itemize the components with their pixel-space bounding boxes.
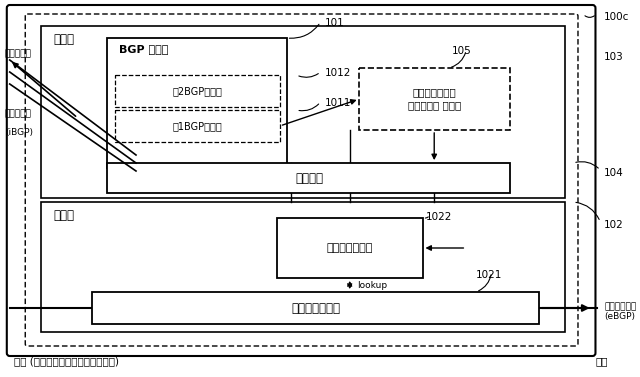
Bar	[115, 75, 280, 107]
Bar	[41, 202, 565, 332]
Text: 内側 (オープンフローネットワーク): 内側 (オープンフローネットワーク)	[13, 356, 118, 366]
Text: 制御装置へ: 制御装置へ	[5, 109, 32, 118]
Bar	[41, 26, 565, 198]
Text: カーネル: カーネル	[295, 172, 323, 184]
Text: 103: 103	[604, 52, 624, 62]
Bar	[92, 292, 539, 324]
Text: 102: 102	[604, 220, 624, 230]
Text: フローテーブル: フローテーブル	[326, 243, 373, 253]
Text: 105: 105	[452, 46, 472, 56]
Text: lookup: lookup	[358, 280, 388, 290]
Text: 第1BGP処理部: 第1BGP処理部	[172, 121, 222, 131]
Text: 1022: 1022	[426, 212, 452, 222]
Text: 1012: 1012	[324, 68, 351, 78]
Text: パケット処理部: パケット処理部	[291, 302, 340, 314]
Bar	[115, 110, 280, 142]
Text: 外側: 外側	[596, 356, 608, 366]
Bar	[107, 38, 287, 168]
Bar	[107, 163, 510, 193]
Text: BGP 処理部: BGP 処理部	[118, 44, 168, 54]
Text: 制御装置へ: 制御装置へ	[5, 49, 32, 58]
FancyBboxPatch shape	[25, 14, 578, 346]
Text: 第2BGP処理部: 第2BGP処理部	[172, 86, 222, 96]
Text: 101: 101	[324, 18, 344, 28]
Text: 100c: 100c	[604, 12, 630, 22]
FancyBboxPatch shape	[7, 5, 595, 356]
Text: 隣接ルータへ: 隣接ルータへ	[604, 302, 636, 311]
Text: (iBGP): (iBGP)	[5, 128, 33, 137]
Bar	[277, 218, 422, 278]
Text: 制御部: 制御部	[53, 33, 74, 46]
Text: 1011: 1011	[324, 98, 351, 108]
Text: オープンフロー
プロトコル 処理部: オープンフロー プロトコル 処理部	[408, 87, 461, 110]
Text: 1021: 1021	[476, 270, 502, 280]
Text: (eBGP): (eBGP)	[604, 312, 636, 321]
Text: 104: 104	[604, 168, 624, 178]
Text: 転送部: 転送部	[53, 209, 74, 222]
Bar	[360, 68, 510, 130]
